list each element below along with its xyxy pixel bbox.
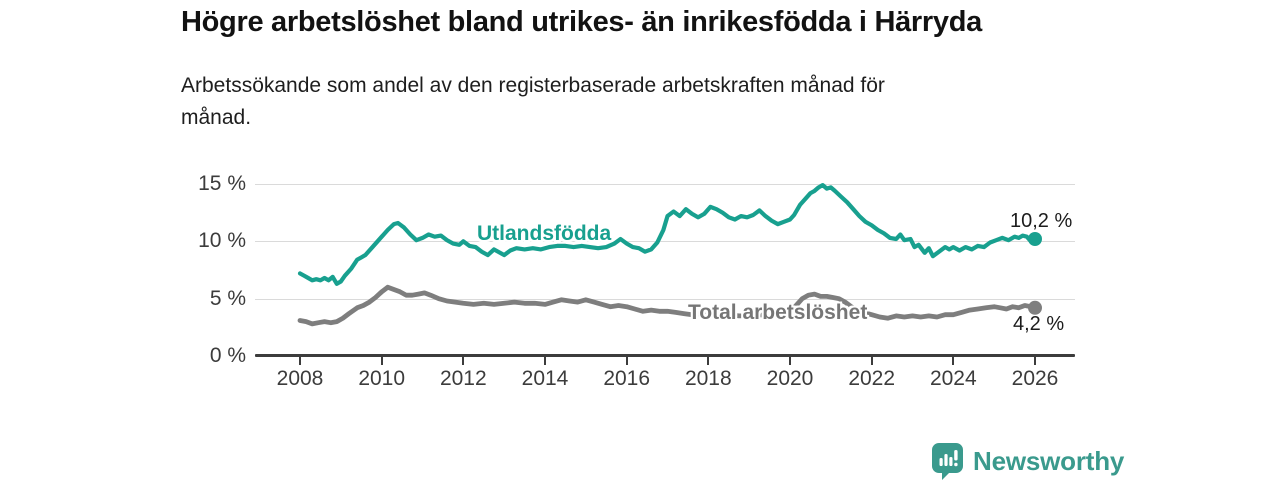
- x-tick-label-2020: 2020: [766, 367, 814, 390]
- x-tick-label-2008: 2008: [276, 367, 324, 390]
- x-tick-2014: [544, 357, 546, 365]
- newsworthy-logo-icon: [932, 443, 963, 480]
- series-line-0: [297, 183, 1038, 286]
- x-tick-label-2024: 2024: [929, 367, 977, 390]
- newsworthy-logo: Newsworthy: [932, 443, 1124, 480]
- x-tick-2008: [299, 357, 301, 365]
- x-tick-label-2014: 2014: [521, 367, 569, 390]
- x-tick-label-2010: 2010: [358, 367, 406, 390]
- x-tick-label-2016: 2016: [603, 367, 651, 390]
- x-tick-label-2026: 2026: [1011, 367, 1059, 390]
- y-tick-label-5: 5 %: [209, 286, 246, 310]
- x-tick-2024: [952, 357, 955, 365]
- x-tick-2018: [707, 357, 710, 365]
- series-end-dot-1: [1028, 300, 1042, 315]
- gridline-5: [255, 298, 1075, 300]
- gridline-15: [255, 184, 1075, 185]
- page-title: Högre arbetslöshet bland utrikes- än inr…: [181, 6, 982, 38]
- x-tick-2026: [1034, 357, 1036, 365]
- x-tick-label-2012: 2012: [439, 367, 487, 390]
- subtitle-line-1: Arbetssökande som andel av den registerb…: [181, 74, 885, 97]
- series-label-utlandsfodda: Utlandsfödda: [477, 222, 612, 245]
- newsworthy-logo-text: Newsworthy: [973, 446, 1125, 476]
- series-end-dot-0: [1028, 232, 1042, 246]
- x-tick-2012: [462, 357, 465, 365]
- series-label-total-arbetsloshet: Total arbetslöshet: [688, 301, 868, 324]
- end-value-label-utlandsfodda: 10,2 %: [1010, 210, 1073, 232]
- y-tick-label-0: 0 %: [209, 344, 246, 367]
- y-tick-label-15: 15 %: [198, 172, 246, 195]
- gridline-10: [255, 241, 1075, 243]
- x-tick-2022: [870, 357, 873, 365]
- x-tick-label-2018: 2018: [684, 367, 732, 390]
- y-tick-label-10: 10 %: [198, 229, 246, 253]
- x-tick-2010: [380, 357, 383, 365]
- x-tick-2020: [789, 357, 791, 365]
- chart-subtitle: Arbetssökande som andel av den registerb…: [181, 70, 1061, 134]
- series-line-1: [297, 284, 1038, 327]
- x-axis-line: [255, 354, 1075, 357]
- x-tick-label-2022: 2022: [848, 367, 896, 390]
- subtitle-line-2: månad.: [181, 106, 252, 129]
- x-tick-2016: [625, 357, 628, 365]
- end-value-label-total: 4,2 %: [1013, 313, 1065, 335]
